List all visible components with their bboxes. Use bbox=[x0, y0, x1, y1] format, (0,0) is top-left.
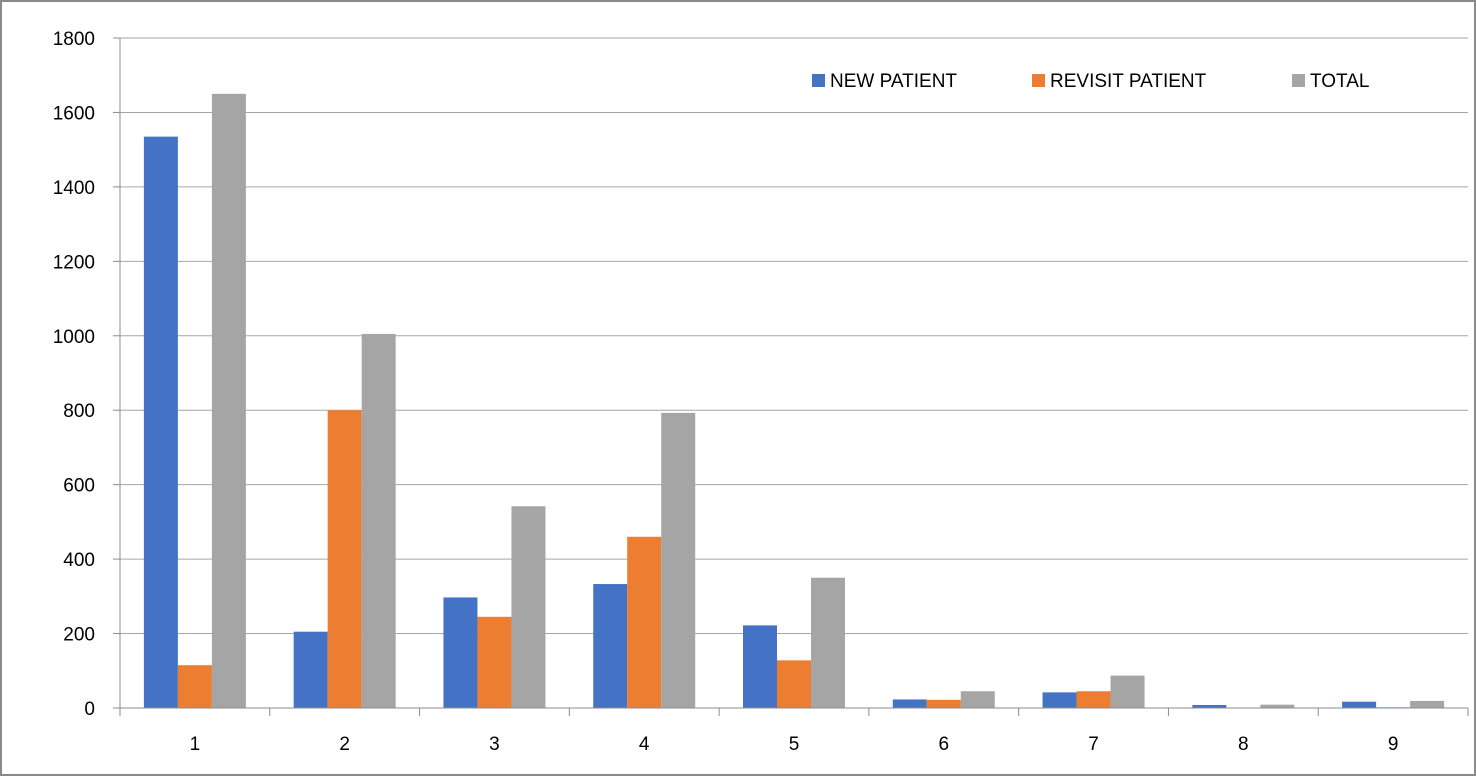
legend-swatch-new-patient bbox=[812, 74, 825, 87]
bar-revisit-patient-5 bbox=[777, 660, 811, 708]
bar-new-patient-2 bbox=[293, 631, 328, 708]
bar-total-5 bbox=[811, 577, 845, 708]
legend: NEW PATIENT REVISIT PATIENT TOTAL bbox=[812, 71, 1369, 92]
bar-revisit-patient-1 bbox=[177, 665, 212, 708]
bar-total-9 bbox=[1410, 700, 1445, 708]
x-tick-label: 1 bbox=[190, 734, 201, 755]
legend-swatch-revisit-patient bbox=[1032, 74, 1045, 87]
bar-total-7 bbox=[1110, 675, 1145, 708]
y-tick-label: 1600 bbox=[53, 103, 95, 124]
y-tick-label: 1400 bbox=[53, 178, 95, 199]
bar-new-patient-7 bbox=[1042, 692, 1077, 708]
bar-total-4 bbox=[661, 412, 696, 708]
bar-new-patient-3 bbox=[443, 597, 478, 708]
bar-total-8 bbox=[1260, 704, 1295, 708]
x-tick-labels: 1 2 3 4 5 6 7 8 9 bbox=[190, 734, 1399, 755]
legend-swatch-total bbox=[1292, 74, 1305, 87]
x-tick-label: 3 bbox=[489, 734, 500, 755]
bar-revisit-patient-6 bbox=[926, 699, 961, 708]
y-tick-label: 600 bbox=[63, 476, 95, 497]
bar-new-patient-1 bbox=[143, 136, 178, 708]
bar-new-patient-9 bbox=[1342, 701, 1377, 708]
y-tick-label: 1200 bbox=[53, 252, 95, 273]
bar-new-patient-4 bbox=[593, 584, 628, 708]
bar-new-patient-6 bbox=[892, 699, 927, 708]
y-tick-label: 0 bbox=[84, 699, 95, 720]
bar-new-patient-5 bbox=[743, 625, 777, 708]
y-tick-label: 1800 bbox=[53, 29, 95, 50]
y-tick-labels: 0 200 400 600 800 1000 1200 1400 1600 1800 bbox=[53, 29, 95, 720]
bar-revisit-patient-2 bbox=[327, 410, 362, 708]
bar-total-6 bbox=[960, 691, 995, 708]
y-tick-label: 800 bbox=[63, 401, 95, 422]
legend-label-revisit-patient: REVISIT PATIENT bbox=[1050, 71, 1207, 92]
x-tick-label: 5 bbox=[789, 734, 800, 755]
y-tick-label: 400 bbox=[63, 550, 95, 571]
x-tick-label: 2 bbox=[339, 734, 350, 755]
x-tick-label: 4 bbox=[639, 734, 650, 755]
bar-total-1 bbox=[211, 93, 246, 709]
bar-total-3 bbox=[511, 506, 546, 708]
gridlines bbox=[120, 37, 1468, 635]
bar-revisit-patient-7 bbox=[1076, 691, 1111, 708]
legend-label-total: TOTAL bbox=[1310, 71, 1369, 92]
x-tick-label: 9 bbox=[1388, 734, 1399, 755]
x-tick-label: 7 bbox=[1088, 734, 1099, 755]
bar-revisit-patient-4 bbox=[627, 536, 662, 708]
bar-total-2 bbox=[361, 333, 396, 708]
x-tick-label: 8 bbox=[1238, 734, 1249, 755]
bars bbox=[143, 93, 1445, 709]
x-tick-label: 6 bbox=[938, 734, 949, 755]
legend-label-new-patient: NEW PATIENT bbox=[830, 71, 957, 92]
y-tick-label: 200 bbox=[63, 625, 95, 646]
bar-new-patient-8 bbox=[1192, 705, 1227, 708]
bar-revisit-patient-3 bbox=[477, 616, 512, 708]
y-tick-label: 1000 bbox=[53, 327, 95, 348]
axes bbox=[113, 37, 1469, 716]
